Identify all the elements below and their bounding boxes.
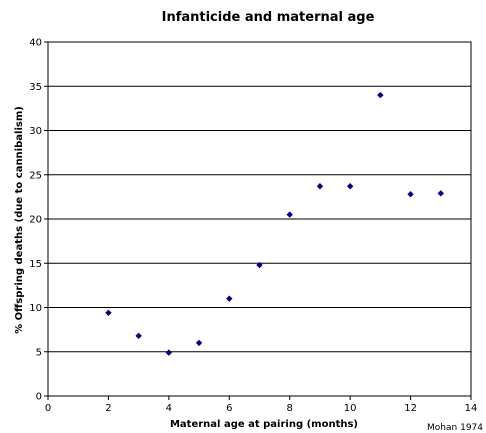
data-point-9 [377, 91, 384, 99]
y-tick-label-15: 15 [29, 259, 42, 270]
data-point-10 [407, 191, 414, 198]
x-tick-label-2: 2 [105, 403, 111, 414]
data-point-5 [256, 261, 263, 269]
data-point-6 [286, 211, 293, 218]
y-tick-label-25: 25 [29, 170, 42, 181]
y-tick-label-5: 5 [36, 347, 42, 358]
x-tick-label-14: 14 [465, 403, 478, 414]
data-point-7 [316, 183, 324, 190]
x-axis-ticks: 0 2 4 6 8 10 12 14 [45, 396, 478, 414]
x-tick-label-8: 8 [287, 403, 293, 414]
y-tick-label-30: 30 [29, 126, 42, 137]
data-point-1 [135, 332, 142, 340]
x-axis-label: Maternal age at pairing (months) [170, 419, 358, 430]
x-tick-label-10: 10 [344, 403, 357, 414]
data-point-0 [105, 309, 112, 317]
x-tick-label-0: 0 [45, 403, 51, 414]
data-point-2 [165, 349, 173, 356]
chart-title: Infanticide and maternal age [162, 10, 375, 25]
data-point-8 [346, 183, 354, 190]
x-tick-label-12: 12 [404, 403, 417, 414]
data-point-3 [195, 339, 203, 347]
y-tick-label-10: 10 [29, 303, 42, 314]
y-tick-label-20: 20 [29, 215, 42, 226]
data-point-11 [437, 190, 444, 197]
data-points [105, 91, 444, 356]
source-note: Mohan 1974 [427, 423, 483, 433]
gridlines [48, 85, 471, 353]
data-point-4 [226, 295, 233, 302]
y-tick-label-0: 0 [36, 392, 42, 403]
y-axis-ticks: 0 5 10 15 20 25 30 35 40 [29, 38, 48, 403]
y-axis-label: % Offspring deaths (due to cannibalism) [14, 106, 25, 334]
y-tick-label-35: 35 [29, 82, 42, 93]
y-tick-label-40: 40 [29, 38, 42, 49]
x-tick-label-6: 6 [226, 403, 232, 414]
x-tick-label-4: 4 [166, 403, 172, 414]
